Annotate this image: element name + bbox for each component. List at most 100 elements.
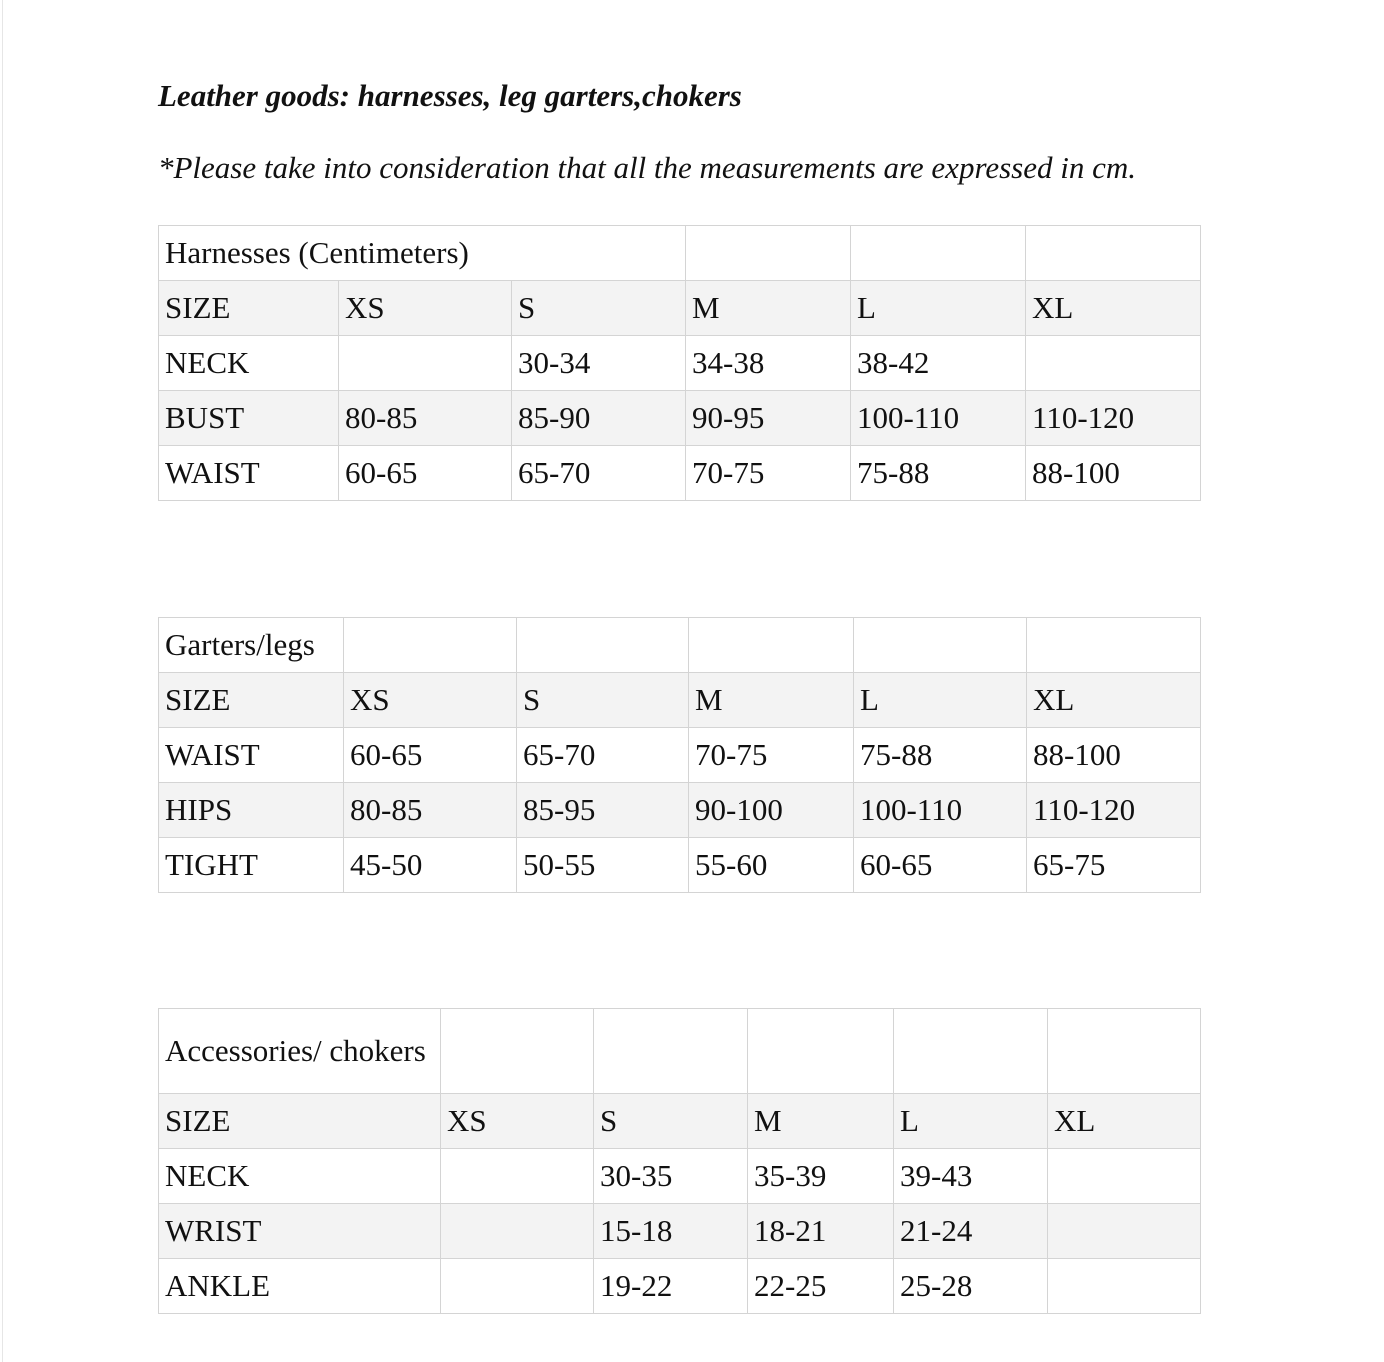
empty-cell <box>1025 225 1201 281</box>
empty-cell <box>1047 1008 1201 1094</box>
measurement-cell: 39-43 <box>893 1148 1048 1204</box>
table-caption: Accessories/ chokers <box>158 1008 441 1094</box>
measurement-cell: 21-24 <box>893 1203 1048 1259</box>
measurement-label: BUST <box>158 390 339 446</box>
measurement-cell <box>1025 335 1201 391</box>
measurement-cell: 110-120 <box>1026 782 1201 838</box>
measurement-cell: 88-100 <box>1025 445 1201 501</box>
empty-cell <box>1026 617 1201 673</box>
measurement-cell <box>440 1148 594 1204</box>
table-row: NECK 30-34 34-38 38-42 <box>158 335 1201 391</box>
measurement-cell: 35-39 <box>747 1148 894 1204</box>
measurement-label: TIGHT <box>158 837 344 893</box>
measurement-cell: 75-88 <box>853 727 1027 783</box>
measurement-cell: 45-50 <box>343 837 517 893</box>
measurement-label: ANKLE <box>158 1258 441 1314</box>
empty-cell <box>516 617 689 673</box>
measurement-cell: 110-120 <box>1025 390 1201 446</box>
size-header-row: SIZE XS S M L XL <box>158 280 1201 336</box>
size-header-cell: XL <box>1047 1093 1201 1149</box>
size-header-cell: XS <box>338 280 512 336</box>
measurement-cell: 75-88 <box>850 445 1026 501</box>
measurement-cell: 100-110 <box>850 390 1026 446</box>
table-row: WAIST 60-65 65-70 70-75 75-88 88-100 <box>158 727 1201 783</box>
measurement-cell: 22-25 <box>747 1258 894 1314</box>
measurement-cell <box>1047 1148 1201 1204</box>
empty-cell <box>853 617 1027 673</box>
caption-row: Garters/legs <box>158 617 1201 673</box>
measurement-cell: 38-42 <box>850 335 1026 391</box>
chokers-table: Accessories/ chokers SIZE XS S M L XL NECK 30-35… <box>158 1008 1201 1314</box>
garters-table: Garters/legs SIZE XS S M L XL WAIST 60-65 65-70 70… <box>158 617 1201 893</box>
empty-cell <box>850 225 1026 281</box>
measurement-cell: 30-34 <box>511 335 686 391</box>
measurement-cell: 90-95 <box>685 390 851 446</box>
table-caption: Harnesses (Centimeters) <box>158 225 686 281</box>
measurement-label: NECK <box>158 1148 441 1204</box>
measurement-cell: 50-55 <box>516 837 689 893</box>
measurement-cell: 34-38 <box>685 335 851 391</box>
measurement-note: *Please take into consideration that all… <box>158 150 1137 185</box>
measurement-cell: 60-65 <box>343 727 517 783</box>
measurement-label: WRIST <box>158 1203 441 1259</box>
measurement-cell: 88-100 <box>1026 727 1201 783</box>
size-header-cell: L <box>853 672 1027 728</box>
size-header-cell: M <box>685 280 851 336</box>
measurement-cell: 80-85 <box>338 390 512 446</box>
empty-cell <box>440 1008 594 1094</box>
size-header-cell: XL <box>1026 672 1201 728</box>
size-header-cell: S <box>516 672 689 728</box>
size-header-cell: SIZE <box>158 280 339 336</box>
harnesses-table: Harnesses (Centimeters) SIZE XS S M L XL NECK 30… <box>158 225 1201 501</box>
size-header-cell: SIZE <box>158 672 344 728</box>
document-title: Leather goods: harnesses, leg garters,ch… <box>158 78 742 113</box>
empty-cell <box>893 1008 1048 1094</box>
caption-row: Accessories/ chokers <box>158 1008 1201 1094</box>
measurement-label: HIPS <box>158 782 344 838</box>
empty-cell <box>747 1008 894 1094</box>
size-header-cell: XL <box>1025 280 1201 336</box>
measurement-cell: 90-100 <box>688 782 854 838</box>
table-row: HIPS 80-85 85-95 90-100 100-110 110-120 <box>158 782 1201 838</box>
caption-row: Harnesses (Centimeters) <box>158 225 1201 281</box>
measurement-label: NECK <box>158 335 339 391</box>
measurement-cell: 65-70 <box>511 445 686 501</box>
size-header-cell: L <box>893 1093 1048 1149</box>
measurement-cell <box>338 335 512 391</box>
empty-cell <box>343 617 517 673</box>
empty-cell <box>685 225 851 281</box>
measurement-cell: 65-75 <box>1026 837 1201 893</box>
measurement-cell: 85-90 <box>511 390 686 446</box>
empty-cell <box>688 617 854 673</box>
measurement-cell: 55-60 <box>688 837 854 893</box>
measurement-cell <box>440 1258 594 1314</box>
measurement-cell: 60-65 <box>853 837 1027 893</box>
size-header-cell: L <box>850 280 1026 336</box>
measurement-cell: 30-35 <box>593 1148 748 1204</box>
table-row: ANKLE 19-22 22-25 25-28 <box>158 1258 1201 1314</box>
size-header-cell: M <box>747 1093 894 1149</box>
measurement-cell: 70-75 <box>688 727 854 783</box>
size-header-cell: XS <box>343 672 517 728</box>
size-header-row: SIZE XS S M L XL <box>158 672 1201 728</box>
table-row: BUST 80-85 85-90 90-95 100-110 110-120 <box>158 390 1201 446</box>
table-row: NECK 30-35 35-39 39-43 <box>158 1148 1201 1204</box>
measurement-cell <box>440 1203 594 1259</box>
size-header-cell: M <box>688 672 854 728</box>
measurement-label: WAIST <box>158 445 339 501</box>
measurement-cell: 100-110 <box>853 782 1027 838</box>
measurement-cell: 70-75 <box>685 445 851 501</box>
table-row: WAIST 60-65 65-70 70-75 75-88 88-100 <box>158 445 1201 501</box>
page-edge <box>2 0 3 1362</box>
size-header-cell: SIZE <box>158 1093 441 1149</box>
measurement-cell: 65-70 <box>516 727 689 783</box>
measurement-cell: 85-95 <box>516 782 689 838</box>
measurement-cell: 19-22 <box>593 1258 748 1314</box>
size-header-cell: S <box>511 280 686 336</box>
measurement-cell: 25-28 <box>893 1258 1048 1314</box>
measurement-cell: 60-65 <box>338 445 512 501</box>
measurement-cell: 18-21 <box>747 1203 894 1259</box>
measurement-label: WAIST <box>158 727 344 783</box>
measurement-cell: 80-85 <box>343 782 517 838</box>
table-row: TIGHT 45-50 50-55 55-60 60-65 65-75 <box>158 837 1201 893</box>
